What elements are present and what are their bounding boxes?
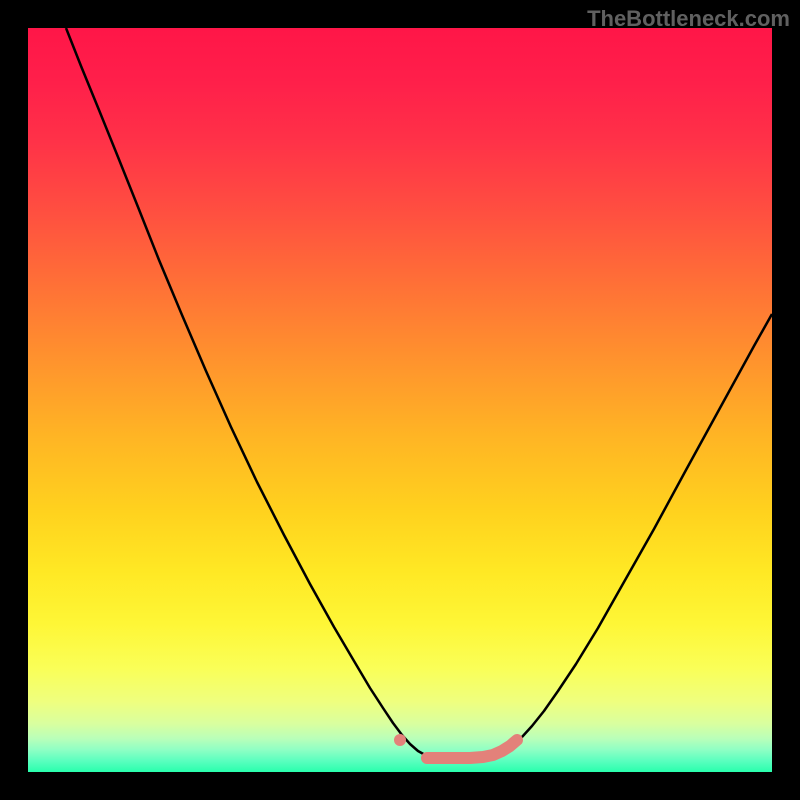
bottleneck-chart: TheBottleneck.com (0, 0, 800, 800)
marker-dot (394, 734, 406, 746)
chart-svg (0, 0, 800, 800)
plot-background (28, 28, 772, 772)
watermark-text: TheBottleneck.com (587, 6, 790, 32)
